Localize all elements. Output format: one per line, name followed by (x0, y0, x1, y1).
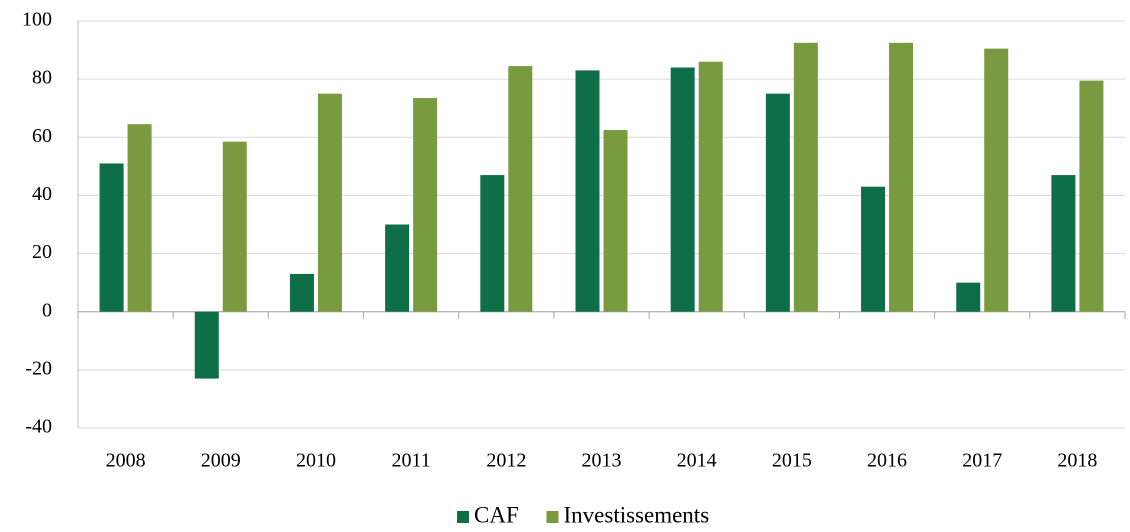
bar (222, 141, 247, 312)
legend-swatch (546, 511, 559, 523)
bar (793, 42, 818, 312)
bar (1051, 175, 1076, 312)
y-tick-label: -40 (25, 416, 52, 438)
bar (861, 186, 886, 312)
y-tick-label: 100 (22, 9, 52, 31)
bar (889, 42, 914, 312)
x-tick-label: 2010 (296, 450, 336, 472)
bar (670, 67, 695, 312)
x-tick-label: 2013 (582, 450, 622, 472)
bar (289, 273, 314, 312)
bar (317, 93, 342, 312)
x-tick-label: 2009 (201, 450, 241, 472)
x-tick-label: 2017 (962, 450, 1002, 472)
bar (480, 175, 505, 312)
legend-label: Investissements (564, 502, 710, 527)
y-tick-label: 20 (32, 241, 52, 263)
y-tick-label: 60 (32, 125, 52, 147)
y-tick-label: 40 (32, 183, 52, 205)
bar (698, 61, 723, 312)
bar (603, 130, 628, 312)
x-tick-label: 2018 (1057, 450, 1097, 472)
bar (1079, 80, 1104, 312)
x-tick-label: 2008 (106, 450, 146, 472)
legend-label: CAF (474, 502, 519, 527)
bar (984, 48, 1009, 312)
bar (575, 70, 600, 312)
y-tick-label: -20 (25, 357, 52, 379)
bar (127, 124, 152, 312)
x-tick-label: 2014 (677, 450, 717, 472)
bar (765, 93, 790, 312)
bar (385, 224, 410, 312)
bar (194, 311, 219, 379)
bar (508, 66, 533, 312)
x-tick-label: 2016 (867, 450, 907, 472)
x-tick-label: 2011 (392, 450, 431, 472)
x-tick-label: 2012 (486, 450, 526, 472)
legend-swatch (457, 511, 469, 523)
bar (99, 163, 124, 312)
bar (413, 98, 438, 312)
y-tick-label: 0 (42, 299, 52, 321)
y-tick-label: 80 (32, 67, 52, 89)
bar (956, 282, 981, 312)
x-tick-label: 2015 (772, 450, 812, 472)
